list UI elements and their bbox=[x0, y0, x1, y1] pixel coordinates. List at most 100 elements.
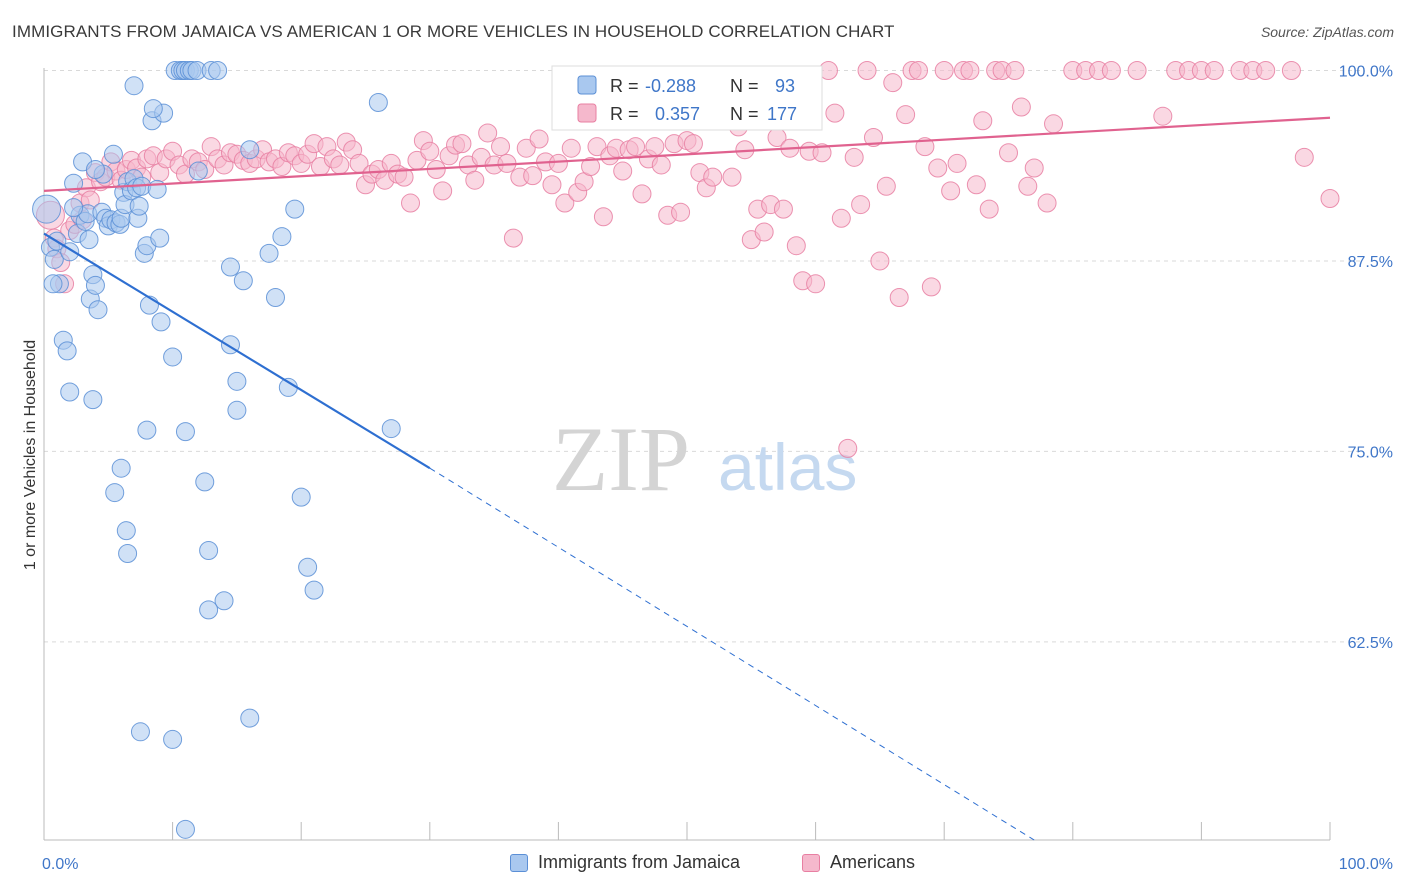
legend-item-americans: Americans bbox=[802, 852, 915, 873]
americans-point bbox=[921, 277, 941, 297]
americans-point bbox=[671, 202, 691, 222]
americans-point bbox=[851, 195, 871, 215]
jamaica-point bbox=[103, 144, 123, 164]
jamaica-point bbox=[129, 196, 149, 216]
americans-point bbox=[1320, 188, 1340, 208]
americans-point bbox=[876, 176, 896, 196]
americans-point bbox=[561, 138, 581, 158]
legend-n-value-blue: 93 bbox=[775, 76, 795, 96]
jamaica-point bbox=[285, 199, 305, 219]
jamaica-point bbox=[105, 483, 125, 503]
americans-point bbox=[883, 73, 903, 93]
jamaica-point bbox=[88, 300, 108, 320]
jamaica-trend-extension bbox=[429, 467, 1035, 841]
source-label: Source: ZipAtlas.com bbox=[1260, 24, 1394, 40]
legend-r-label-blue: R = bbox=[610, 76, 639, 96]
americans-point bbox=[754, 222, 774, 242]
jamaica-point bbox=[79, 230, 99, 250]
jamaica-point bbox=[137, 420, 157, 440]
americans-point bbox=[330, 155, 350, 175]
legend-label-americans: Americans bbox=[830, 852, 916, 872]
jamaica-point bbox=[85, 160, 105, 180]
legend-item-jamaica: Immigrants from Jamaica bbox=[510, 852, 740, 873]
americans-point bbox=[1024, 158, 1044, 178]
jamaica-point bbox=[227, 400, 247, 420]
jamaica-point bbox=[150, 228, 170, 248]
americans-point bbox=[394, 167, 414, 187]
americans-point bbox=[548, 153, 568, 173]
americans-point bbox=[812, 143, 832, 163]
jamaica-point bbox=[116, 521, 136, 541]
americans-point bbox=[491, 137, 511, 157]
americans-point bbox=[870, 251, 890, 271]
jamaica-point bbox=[175, 422, 195, 442]
y-axis-title: 1 or more Vehicles in Household bbox=[22, 340, 39, 570]
americans-point bbox=[896, 105, 916, 125]
americans-point bbox=[1044, 114, 1064, 134]
y-tick-label-0: 100.0% bbox=[1339, 63, 1393, 80]
jamaica-point bbox=[240, 140, 260, 160]
jamaica-point bbox=[64, 173, 84, 193]
americans-point bbox=[934, 60, 954, 80]
americans-point bbox=[683, 134, 703, 154]
americans-point bbox=[1153, 106, 1173, 126]
americans-point bbox=[478, 123, 498, 143]
americans-point bbox=[915, 137, 935, 157]
legend-box: R = -0.288 N = 93 R = 0.357 N = 177 bbox=[551, 65, 823, 131]
legend-swatch-jamaica bbox=[510, 853, 528, 872]
x-tick-label-1: 100.0% bbox=[1339, 856, 1393, 873]
legend-n-label-pink: N = bbox=[730, 104, 759, 124]
jamaica-point bbox=[272, 227, 292, 247]
y-tick-label-3: 62.5% bbox=[1348, 635, 1393, 652]
americans-point bbox=[773, 199, 793, 219]
americans-point bbox=[452, 134, 472, 154]
americans-point bbox=[581, 156, 601, 176]
jamaica-point bbox=[368, 92, 388, 112]
jamaica-points bbox=[32, 60, 401, 839]
jamaica-point bbox=[291, 487, 311, 507]
legend-r-label-pink: R = bbox=[610, 104, 639, 124]
bottom-legend: Immigrants from Jamaica Americans bbox=[0, 850, 1406, 880]
axes bbox=[43, 68, 1331, 841]
legend-n-label-blue: N = bbox=[730, 76, 759, 96]
americans-point bbox=[593, 207, 613, 227]
jamaica-point bbox=[227, 371, 247, 391]
americans-point bbox=[703, 167, 723, 187]
americans-point bbox=[523, 166, 543, 186]
jamaica-point bbox=[214, 591, 234, 611]
americans-point bbox=[941, 181, 961, 201]
jamaica-point bbox=[118, 544, 138, 564]
legend-n-value-pink: 177 bbox=[767, 104, 797, 124]
legend-swatch-pink bbox=[577, 103, 597, 123]
americans-point bbox=[863, 128, 883, 148]
americans-point bbox=[651, 155, 671, 175]
americans-trend-line bbox=[43, 116, 1331, 192]
jamaica-trend-line bbox=[43, 232, 431, 470]
americans-point bbox=[1018, 176, 1038, 196]
americans-point bbox=[1127, 60, 1147, 80]
legend-r-value-pink: 0.357 bbox=[655, 104, 700, 124]
americans-point bbox=[1101, 60, 1121, 80]
americans-point bbox=[645, 137, 665, 157]
jamaica-point bbox=[195, 472, 215, 492]
americans-point bbox=[908, 60, 928, 80]
americans-point bbox=[626, 137, 646, 157]
jamaica-point bbox=[240, 708, 260, 728]
americans-point bbox=[979, 199, 999, 219]
legend-swatch-americans bbox=[802, 853, 820, 872]
jamaica-point bbox=[44, 249, 64, 269]
americans-point bbox=[1011, 97, 1031, 117]
americans-point bbox=[632, 184, 652, 204]
jamaica-point bbox=[220, 257, 240, 277]
jamaica-point bbox=[233, 271, 253, 291]
jamaica-point bbox=[199, 540, 219, 560]
jamaica-point bbox=[188, 161, 208, 181]
americans-point bbox=[613, 161, 633, 181]
americans-point bbox=[838, 438, 858, 458]
jamaica-point bbox=[83, 390, 103, 410]
americans-point bbox=[844, 147, 864, 167]
americans-point bbox=[1204, 60, 1224, 80]
jamaica-point bbox=[43, 274, 63, 294]
jamaica-point bbox=[208, 60, 228, 80]
